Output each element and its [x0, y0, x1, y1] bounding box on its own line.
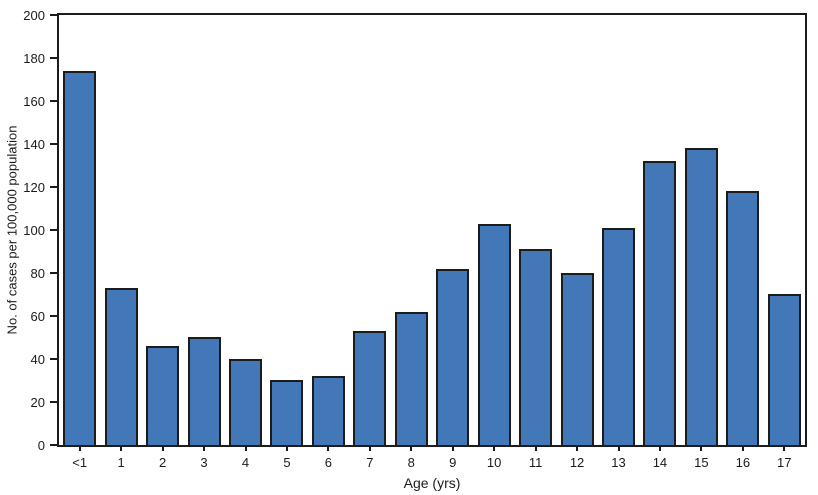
plot-area: <1 1 2 3 4 5 6 7 8 9 10 11 12 13 14 15 16 17 0 20 40 60 80 100 1… — [23, 9, 807, 470]
y-tick-label-160: 160 — [23, 94, 45, 109]
x-tick-label-1: 1 — [117, 455, 125, 470]
x-tick-6 — [327, 445, 330, 451]
bar-age-5 — [270, 380, 304, 445]
y-tick-label-60: 60 — [30, 309, 45, 324]
x-tick-8 — [410, 445, 413, 451]
x-tick-16 — [741, 445, 744, 451]
x-tick-label-2: 2 — [158, 455, 167, 470]
x-tick-label-15: 15 — [694, 455, 709, 470]
x-tick-lt1 — [78, 445, 81, 451]
x-tick-label-3: 3 — [200, 455, 208, 470]
x-tick-label-lt1: <1 — [72, 455, 88, 470]
x-tick-label-13: 13 — [611, 455, 626, 470]
x-tick-10 — [493, 445, 496, 451]
y-tick-label-20: 20 — [30, 395, 45, 410]
bar-age-13 — [602, 228, 635, 445]
y-tick-140 — [50, 143, 57, 145]
x-tick-label-17: 17 — [777, 455, 792, 470]
y-tick-label-120: 120 — [23, 180, 45, 195]
x-tick-label-5: 5 — [283, 455, 291, 470]
x-tick-label-8: 8 — [407, 455, 415, 470]
x-tick-label-14: 14 — [652, 455, 668, 470]
x-tick-5 — [285, 445, 288, 451]
y-tick-60 — [50, 315, 57, 317]
y-tick-20 — [50, 401, 57, 403]
x-tick-7 — [368, 445, 371, 451]
x-tick-1 — [120, 445, 123, 451]
bar-age-9 — [436, 269, 470, 445]
x-axis-title: Age (yrs) — [403, 475, 461, 491]
bar-age-10 — [477, 224, 511, 445]
bar-age-7 — [353, 331, 387, 445]
x-tick-15 — [700, 445, 703, 451]
bar-age-12 — [560, 273, 594, 445]
y-tick-80 — [50, 272, 57, 274]
x-tick-3 — [203, 445, 206, 451]
x-tick-label-11: 11 — [528, 455, 543, 470]
y-tick-label-80: 80 — [30, 266, 45, 281]
x-tick-17 — [783, 445, 786, 451]
bar-age-1 — [104, 288, 138, 445]
bar-age-8 — [394, 312, 428, 445]
y-tick-180 — [50, 57, 57, 59]
x-tick-9 — [451, 445, 454, 451]
bar-age-15 — [684, 148, 718, 445]
y-tick-label-40: 40 — [30, 352, 45, 367]
bar-age-16 — [726, 191, 760, 445]
y-tick-label-180: 180 — [23, 51, 45, 66]
y-tick-label-100: 100 — [23, 223, 45, 238]
x-tick-13 — [617, 445, 620, 451]
y-tick-label-0: 0 — [37, 438, 45, 453]
x-tick-label-12: 12 — [569, 455, 585, 470]
bar-age-11 — [519, 249, 553, 445]
x-tick-label-4: 4 — [241, 455, 250, 470]
bar-age-lt1 — [63, 71, 97, 445]
bar-age-14 — [643, 161, 677, 445]
y-tick-200 — [50, 14, 57, 16]
x-tick-label-10: 10 — [486, 455, 502, 470]
x-tick-label-6: 6 — [324, 455, 332, 470]
bar-age-3 — [187, 337, 221, 445]
x-tick-11 — [534, 445, 537, 451]
x-tick-2 — [161, 445, 164, 451]
bar-age-4 — [229, 359, 262, 445]
bar-age-6 — [311, 376, 345, 445]
y-tick-120 — [50, 186, 57, 188]
x-tick-label-9: 9 — [449, 455, 457, 470]
x-tick-4 — [244, 445, 247, 451]
x-tick-12 — [576, 445, 579, 451]
x-tick-label-7: 7 — [366, 455, 374, 470]
y-tick-0 — [50, 444, 57, 446]
bar-age-17 — [767, 294, 801, 445]
y-tick-100 — [50, 229, 57, 231]
x-tick-14 — [658, 445, 661, 451]
y-tick-160 — [50, 100, 57, 102]
x-tick-label-16: 16 — [735, 455, 751, 470]
y-tick-label-140: 140 — [23, 137, 45, 152]
y-tick-label-200: 200 — [23, 8, 45, 23]
bar-age-2 — [146, 346, 180, 445]
y-tick-40 — [50, 358, 57, 360]
